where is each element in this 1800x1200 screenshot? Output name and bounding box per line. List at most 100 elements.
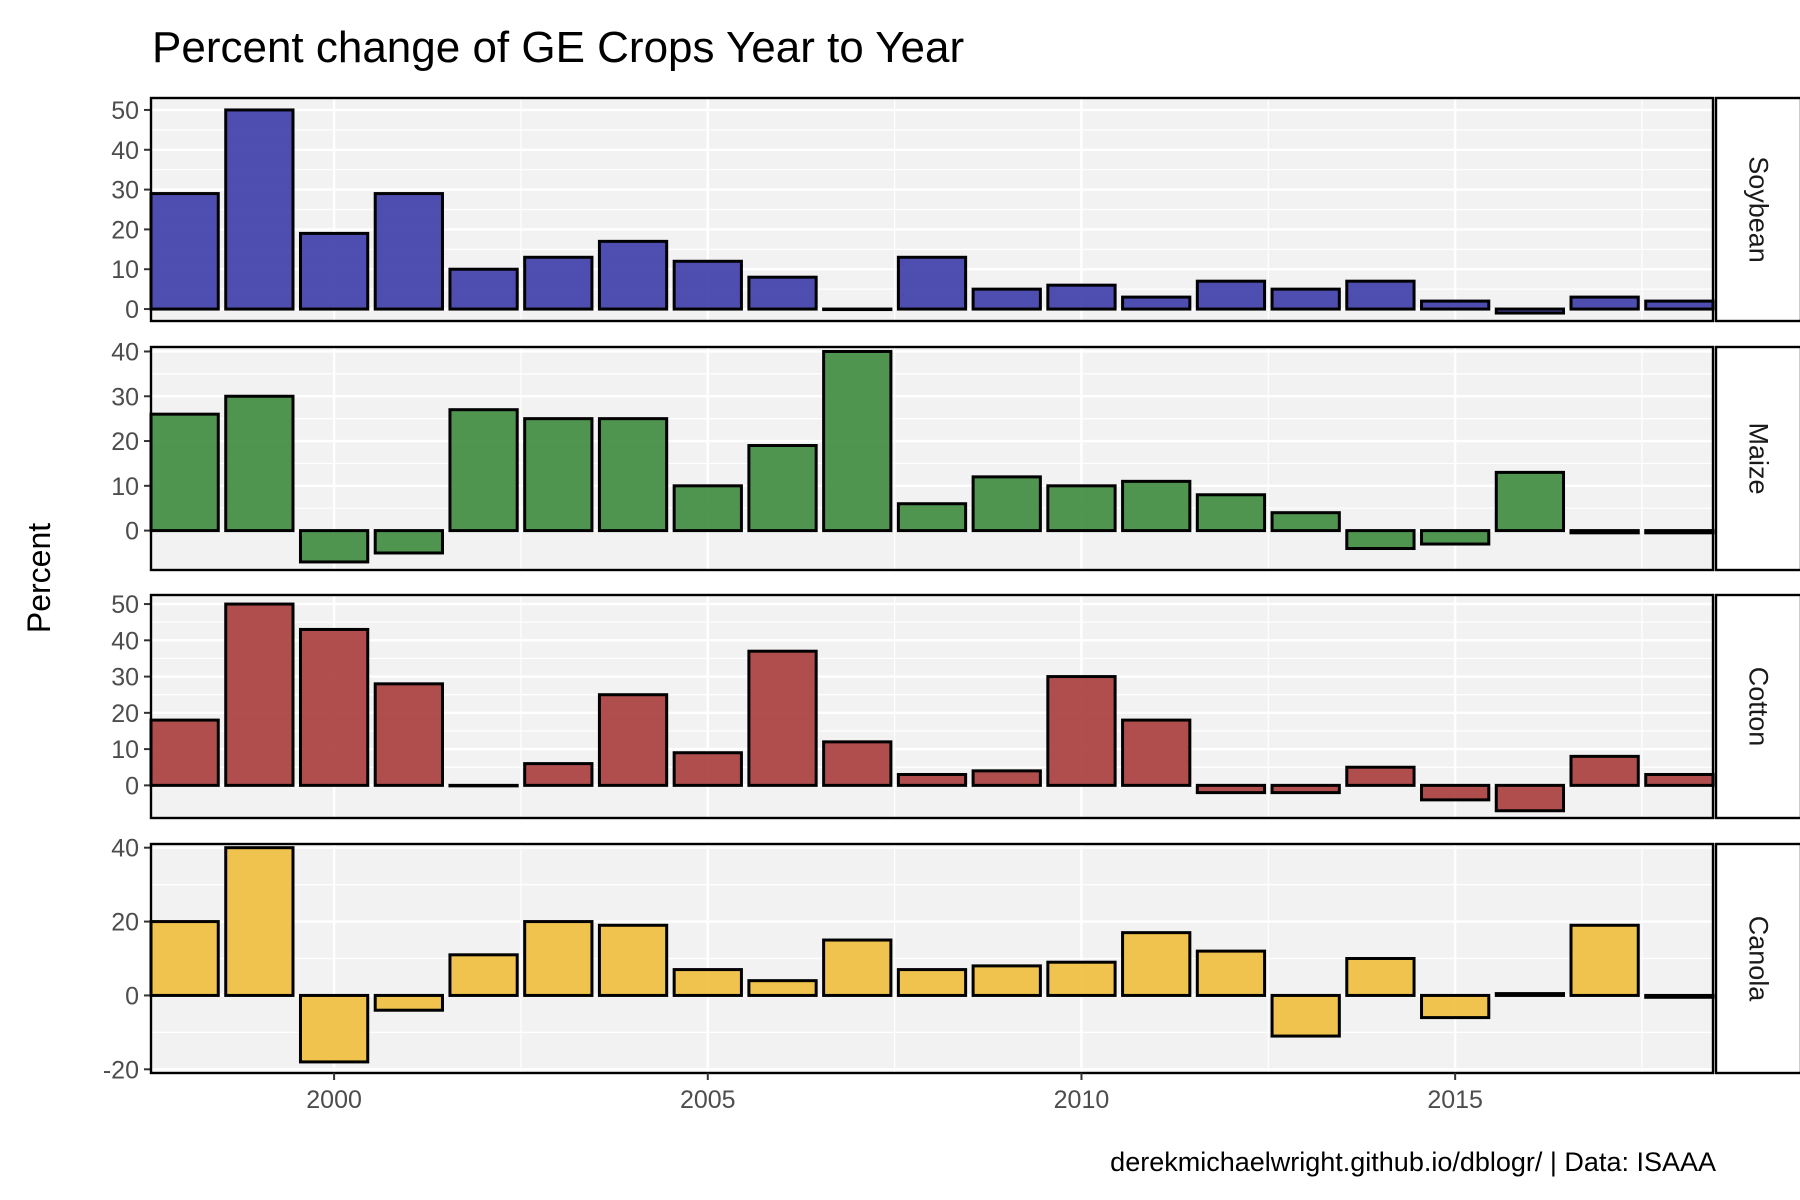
bar-canola-2016 (1494, 992, 1566, 997)
y-tick-label: 20 (111, 216, 139, 244)
bar-cotton-2014 (1345, 765, 1416, 787)
facet-strip (1714, 593, 1800, 820)
chart-title: Percent change of GE Crops Year to Year (152, 23, 964, 72)
bar-cotton-2009 (971, 769, 1042, 787)
y-axis-label: Percent (21, 523, 57, 633)
bar-canola-2017 (1569, 923, 1640, 997)
bar-maize-2010 (1046, 484, 1117, 533)
bar-soybean-2011 (1121, 295, 1192, 311)
bar-cotton-2012 (1195, 783, 1267, 795)
y-tick-label: 30 (111, 664, 139, 692)
bar-maize-2016 (1494, 470, 1566, 533)
bar-soybean-2004 (597, 239, 669, 311)
bar-cotton-2001 (373, 682, 444, 787)
bar-cotton-2015 (1420, 783, 1491, 802)
bar-canola-2014 (1345, 957, 1416, 997)
bar-maize-2003 (523, 417, 594, 533)
bar-maize-2011 (1121, 479, 1192, 533)
x-tick-label: 2010 (1054, 1086, 1110, 1114)
bar-canola-2012 (1195, 949, 1267, 997)
bar-canola-2008 (896, 968, 968, 997)
bar-soybean-2012 (1195, 279, 1267, 311)
bar-canola-2009 (971, 964, 1042, 997)
panel-border (149, 345, 1715, 572)
facet-label-maize: Maize (1744, 422, 1774, 494)
bar-maize-2013 (1270, 511, 1341, 533)
bar-maize-2009 (971, 475, 1042, 533)
bar-cotton-2017 (1569, 754, 1640, 787)
y-tick-label: 0 (125, 772, 139, 800)
x-tick-label: 2000 (306, 1086, 362, 1114)
panel-maize: 0 10 20 30 40 Maize (111, 338, 1800, 572)
x-tick-label: 2015 (1427, 1086, 1483, 1114)
panel-border (149, 593, 1715, 820)
x-axis: 2000 2005 2010 2015 (306, 1073, 1483, 1114)
bar-cotton-2004 (597, 693, 669, 787)
bar-soybean-2013 (1270, 287, 1341, 311)
y-tick-label: 30 (111, 177, 139, 205)
y-tick-label: 10 (111, 256, 139, 284)
bar-soybean-2016 (1494, 307, 1566, 315)
bar-cotton-2018 (1644, 772, 1715, 787)
bar-cotton-2013 (1270, 783, 1341, 795)
bar-maize-2007 (822, 349, 893, 533)
bar-maize-2014 (1345, 529, 1416, 551)
bar-cotton-2011 (1121, 718, 1192, 787)
bar-maize-1999 (224, 394, 295, 533)
chart-caption: derekmichaelwright.github.io/dblogr/ | D… (1110, 1147, 1716, 1177)
bar-maize-2001 (373, 529, 444, 555)
bar-soybean-2006 (747, 275, 818, 311)
y-tick-label: 40 (111, 627, 139, 655)
bar-cotton-2016 (1494, 783, 1566, 813)
y-tick-label: 50 (111, 591, 139, 619)
bar-soybean-2017 (1569, 295, 1640, 311)
bar-maize-2005 (672, 484, 743, 533)
y-tick-label: 10 (111, 473, 139, 501)
y-tick-label: 20 (111, 700, 139, 728)
bar-maize-2015 (1420, 529, 1491, 546)
bar-canola-2003 (523, 920, 594, 997)
bar-soybean-2014 (1345, 279, 1416, 311)
y-tick-label: 40 (111, 835, 139, 863)
bar-cotton-1998 (149, 718, 220, 787)
bar-canola-2013 (1270, 993, 1341, 1038)
panels: 0 10 20 30 40 50 Soybean 0 10 20 30 40 Maize 0 10 20 30 4… (103, 96, 1800, 1084)
bar-maize-2004 (597, 417, 669, 533)
bar-cotton-2008 (896, 772, 968, 787)
bar-soybean-2001 (373, 192, 444, 311)
bar-maize-2002 (448, 408, 519, 533)
bar-soybean-2008 (896, 255, 968, 311)
bar-canola-2011 (1121, 931, 1192, 997)
panel-soybean: 0 10 20 30 40 50 Soybean (111, 96, 1800, 324)
y-tick-label: 20 (111, 428, 139, 456)
bar-cotton-2003 (523, 762, 594, 787)
y-tick-label: 50 (111, 97, 139, 125)
panel-border (149, 96, 1715, 323)
bar-soybean-1998 (149, 192, 220, 311)
bar-cotton-2010 (1046, 675, 1117, 787)
bar-soybean-2007 (822, 307, 893, 312)
bar-soybean-2005 (672, 259, 743, 311)
bar-canola-2002 (448, 953, 519, 997)
bar-soybean-2002 (448, 267, 519, 311)
bar-maize-2006 (747, 444, 818, 533)
y-tick-label: 0 (125, 518, 139, 546)
bar-maize-2012 (1195, 493, 1267, 533)
bar-canola-2000 (298, 993, 370, 1064)
bar-soybean-1999 (224, 108, 295, 311)
bar-soybean-2018 (1644, 299, 1715, 311)
y-tick-label: 40 (111, 137, 139, 165)
facet-strip (1714, 96, 1800, 323)
facet-label-cotton: Cotton (1744, 667, 1774, 747)
panel-cotton: 0 10 20 30 40 50 Cotton (111, 591, 1800, 820)
y-tick-label: -20 (103, 1056, 139, 1084)
bar-soybean-2015 (1420, 299, 1491, 311)
bar-cotton-2005 (672, 751, 743, 787)
bar-soybean-2010 (1046, 283, 1117, 311)
bar-canola-2006 (747, 979, 818, 997)
bar-maize-2018 (1644, 529, 1715, 535)
panel-canola: -20 0 20 40 Canola (103, 835, 1800, 1084)
y-tick-label: 40 (111, 338, 139, 366)
